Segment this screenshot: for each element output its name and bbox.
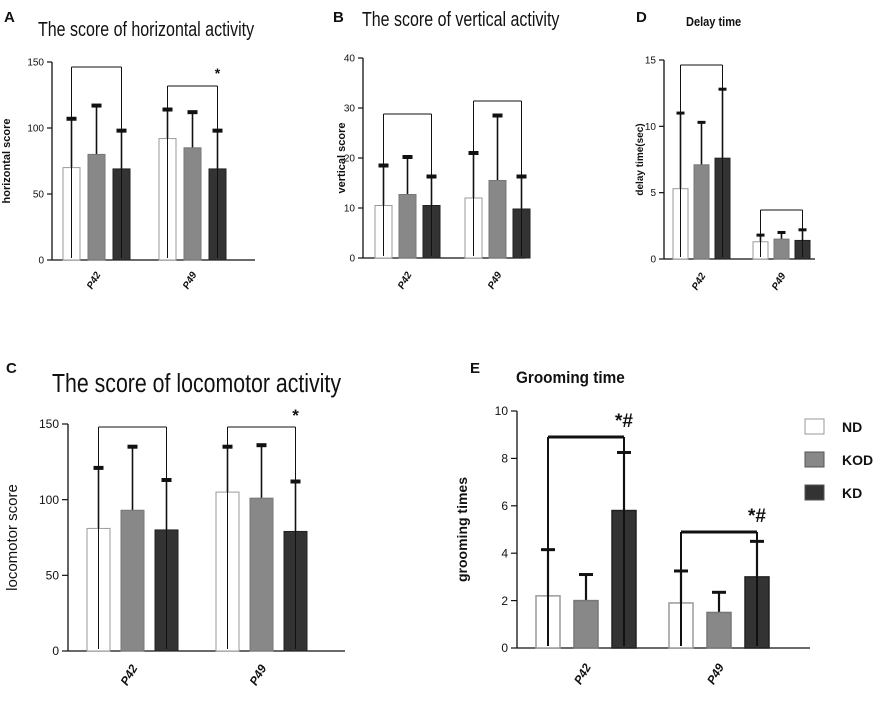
bar-kod — [693, 164, 710, 260]
y-tick-label: 100 — [27, 124, 44, 135]
legend-item-nd: ND — [804, 418, 862, 435]
y-tick-label: 50 — [46, 569, 60, 583]
bar-kod — [249, 497, 274, 652]
y-axis-label: locomotor score — [4, 484, 21, 591]
x-tick-label: P49 — [770, 271, 789, 292]
y-tick-label: 10 — [344, 204, 356, 215]
significance-bracket — [98, 426, 167, 649]
x-tick-label: P42 — [571, 661, 594, 687]
y-tick-label: 150 — [39, 417, 59, 431]
chart-title: The score of horizontal activity — [38, 18, 255, 40]
panel-letter: B — [333, 9, 344, 26]
y-tick-label: 4 — [501, 546, 508, 560]
panel-e: E Grooming time grooming times 0 2 4 6 8 10 P42 P4… — [454, 360, 810, 687]
y-tick-label: 10 — [495, 404, 509, 418]
y-tick-label: 0 — [349, 254, 355, 265]
x-tick-label: P49 — [704, 661, 727, 687]
panel-d: D Delay time delay time(sec) 0 5 10 15 P42 P49 — [635, 9, 815, 292]
significance-mark: *# — [748, 506, 766, 527]
y-tick-label: 150 — [27, 58, 44, 69]
y-tick-label: 2 — [501, 594, 508, 608]
legend-label: ND — [842, 419, 862, 435]
significance-bracket: *# — [680, 506, 766, 646]
panel-letter: D — [636, 9, 647, 26]
significance-bracket: * — [167, 65, 221, 258]
x-tick-label: P42 — [690, 271, 709, 292]
significance-mark: * — [215, 65, 221, 81]
legend: ND KOD KD — [804, 418, 873, 501]
y-tick-label: 10 — [645, 122, 657, 133]
bar-kod — [488, 180, 507, 259]
x-tick-label: P42 — [118, 662, 141, 688]
significance-mark: *# — [615, 411, 633, 432]
y-axis-label: vertical score — [336, 123, 348, 194]
significance-bracket — [71, 66, 122, 258]
y-tick-label: 0 — [38, 256, 44, 267]
x-tick-label: P42 — [85, 270, 104, 291]
bar-kod — [183, 147, 202, 261]
y-tick-label: 40 — [344, 54, 356, 65]
y-tick-label: 20 — [344, 154, 356, 165]
y-tick-label: 0 — [52, 644, 59, 658]
legend-item-kd: KD — [804, 484, 862, 501]
x-tick-label: P42 — [396, 270, 415, 291]
significance-bracket: * — [227, 406, 299, 649]
panel-a: A The score of horizontal activity horizon… — [1, 9, 255, 291]
bar-kod — [398, 194, 417, 259]
y-tick-label: 0 — [501, 641, 508, 655]
bar-kod — [773, 238, 790, 260]
x-tick-label: P49 — [181, 270, 200, 291]
y-axis-label: grooming times — [454, 477, 470, 582]
y-tick-label: 100 — [39, 493, 59, 507]
chart-title: Delay time — [686, 14, 741, 29]
panels: A The score of horizontal activity horizon… — [1, 8, 815, 688]
panel-letter: A — [4, 9, 15, 26]
chart-title: Grooming time — [516, 368, 625, 387]
bar-kod — [120, 509, 145, 652]
panel-c: C The score of locomotor activity locomoto… — [4, 360, 345, 688]
x-tick-label: P49 — [486, 270, 505, 291]
chart-title: The score of vertical activity — [362, 8, 560, 30]
x-tick-label: P49 — [247, 662, 270, 688]
y-tick-label: 0 — [650, 255, 656, 266]
y-tick-label: 15 — [645, 56, 657, 67]
legend-swatch — [804, 451, 825, 468]
panel-b: B The score of vertical activity vertical … — [333, 8, 560, 291]
y-tick-label: 50 — [33, 190, 45, 201]
significance-bracket — [680, 64, 723, 257]
significance-bracket — [760, 209, 803, 257]
legend-label: KD — [842, 485, 862, 501]
bar-kod — [706, 611, 732, 649]
y-axis-label: delay time(sec) — [635, 123, 646, 195]
significance-bracket: *# — [547, 411, 633, 646]
y-tick-label: 5 — [650, 188, 656, 199]
legend-item-kod: KOD — [804, 451, 873, 468]
significance-mark: * — [292, 406, 299, 425]
panel-letter: E — [470, 360, 480, 377]
legend-label: KOD — [842, 452, 873, 468]
legend-swatch — [804, 484, 825, 501]
y-tick-label: 30 — [344, 104, 356, 115]
y-axis-label: horizontal score — [1, 119, 13, 204]
panel-letter: C — [6, 360, 17, 377]
legend-swatch — [804, 418, 825, 435]
significance-bracket — [473, 100, 522, 256]
y-tick-label: 6 — [501, 499, 508, 513]
chart-title: The score of locomotor activity — [52, 369, 341, 399]
bar-kod — [573, 599, 599, 649]
y-tick-label: 8 — [501, 452, 508, 466]
significance-bracket — [383, 113, 432, 256]
bar-kod — [87, 153, 106, 261]
